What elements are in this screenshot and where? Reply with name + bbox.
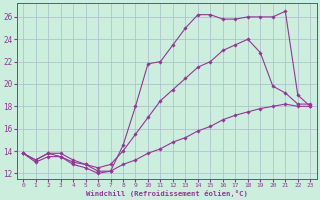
X-axis label: Windchill (Refroidissement éolien,°C): Windchill (Refroidissement éolien,°C)	[86, 190, 248, 197]
